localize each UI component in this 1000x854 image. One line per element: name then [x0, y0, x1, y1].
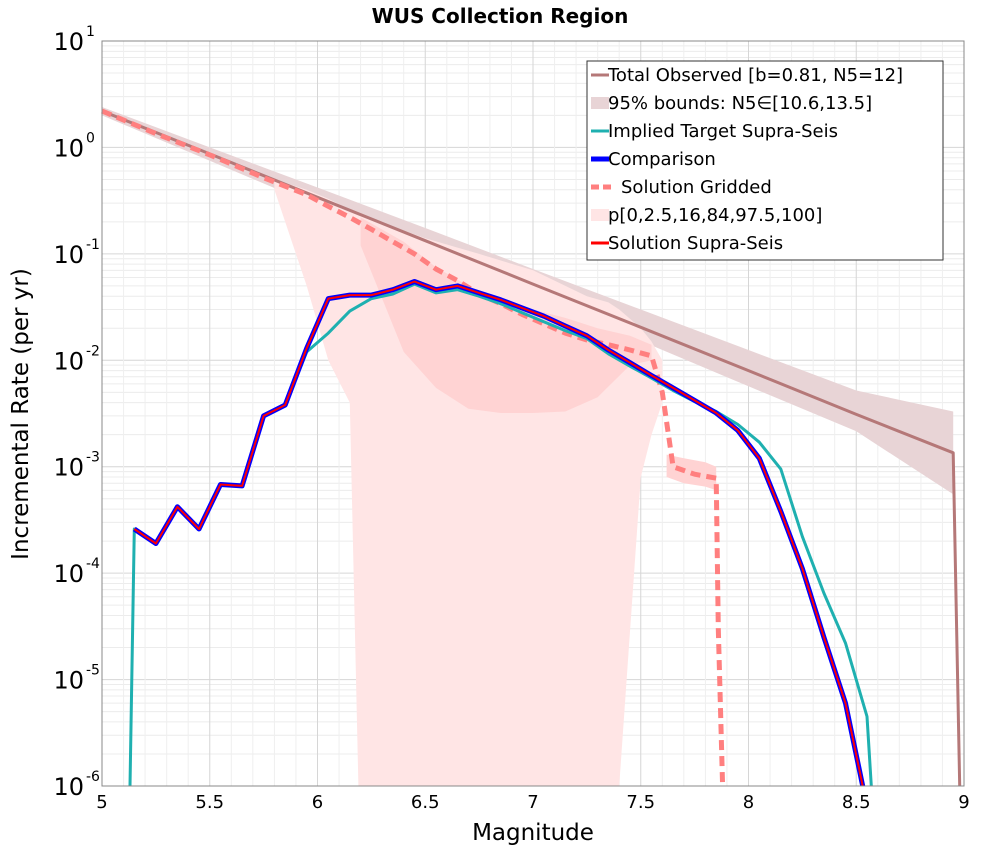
- legend-swatch: [591, 209, 609, 221]
- legend-item: Total Observed [b=0.81, N5=12]: [591, 65, 903, 86]
- y-tick-exponent: -6: [86, 769, 100, 785]
- y-tick-exponent: -1: [86, 237, 100, 253]
- x-axis-ticks: 5 5.5 6 6.5 7 7.5 8 8.5 9: [96, 792, 969, 813]
- legend-label: Solution Gridded: [621, 177, 772, 198]
- legend-swatch: [591, 97, 609, 109]
- y-tick-exponent: 1: [86, 24, 95, 40]
- y-tick-label: 10 -1: [53, 237, 100, 269]
- y-tick-base: 10: [53, 241, 84, 269]
- legend-item: 95% bounds: N5∈[10.6,13.5]: [591, 93, 872, 114]
- legend-label: 95% bounds: N5∈[10.6,13.5]: [608, 93, 872, 114]
- x-tick-label: 6: [312, 792, 323, 813]
- plot-lines: [101, 108, 962, 787]
- y-tick-label: 10 -2: [53, 343, 100, 375]
- x-tick-label: 9: [958, 792, 969, 813]
- plot-frame: [101, 40, 965, 787]
- y-tick-base: 10: [53, 773, 84, 801]
- y-tick-label: 10 -5: [53, 663, 100, 695]
- x-tick-label: 5: [96, 792, 107, 813]
- y-tick-label: 10 -6: [53, 769, 100, 801]
- x-tick-label: 7.5: [626, 792, 655, 813]
- x-tick-label: 7: [527, 792, 538, 813]
- legend-label: Implied Target Supra-Seis: [608, 121, 838, 142]
- y-tick-base: 10: [53, 667, 84, 695]
- x-tick-label: 8.5: [842, 792, 871, 813]
- y-tick-label: 10 1: [53, 24, 94, 56]
- legend-label: Comparison: [608, 149, 716, 170]
- x-tick-label: 6.5: [411, 792, 440, 813]
- y-tick-exponent: -4: [86, 556, 100, 572]
- legend-item: Comparison: [591, 149, 716, 170]
- y-axis-label: Incremental Rate (per yr): [8, 268, 34, 560]
- legend: Total Observed [b=0.81, N5=12] 95% bounds…: [586, 60, 944, 261]
- y-tick-exponent: -2: [86, 343, 100, 359]
- y-tick-base: 10: [53, 28, 84, 56]
- series-line: [101, 108, 726, 787]
- y-tick-label: 10 -4: [53, 556, 100, 588]
- x-tick-label: 8: [743, 792, 754, 813]
- series-line: [133, 280, 864, 787]
- x-axis-label: Magnitude: [472, 820, 594, 846]
- y-tick-base: 10: [53, 560, 84, 588]
- legend-label: Total Observed [b=0.81, N5=12]: [607, 65, 903, 86]
- uncertainty-band: [360, 217, 652, 413]
- y-tick-base: 10: [53, 134, 84, 162]
- y-tick-exponent: 0: [86, 130, 95, 146]
- y-tick-label: 10 -3: [53, 450, 100, 482]
- y-tick-exponent: -3: [86, 450, 100, 466]
- legend-label: Solution Supra-Seis: [608, 233, 783, 254]
- chart-title: WUS Collection Region: [372, 4, 629, 28]
- legend-item: p[0,2.5,16,84,97.5,100]: [591, 205, 822, 226]
- legend-item: Implied Target Supra-Seis: [591, 121, 838, 142]
- y-tick-base: 10: [53, 454, 84, 482]
- legend-item: Solution Supra-Seis: [591, 233, 783, 254]
- legend-box: [586, 60, 944, 261]
- series-line: [101, 109, 962, 787]
- y-tick-exponent: -5: [86, 663, 100, 679]
- x-tick-label: 5.5: [195, 792, 224, 813]
- legend-item: Solution Gridded: [591, 177, 772, 198]
- y-tick-label: 10 0: [53, 130, 94, 162]
- legend-label: p[0,2.5,16,84,97.5,100]: [608, 205, 822, 226]
- y-tick-base: 10: [53, 347, 84, 375]
